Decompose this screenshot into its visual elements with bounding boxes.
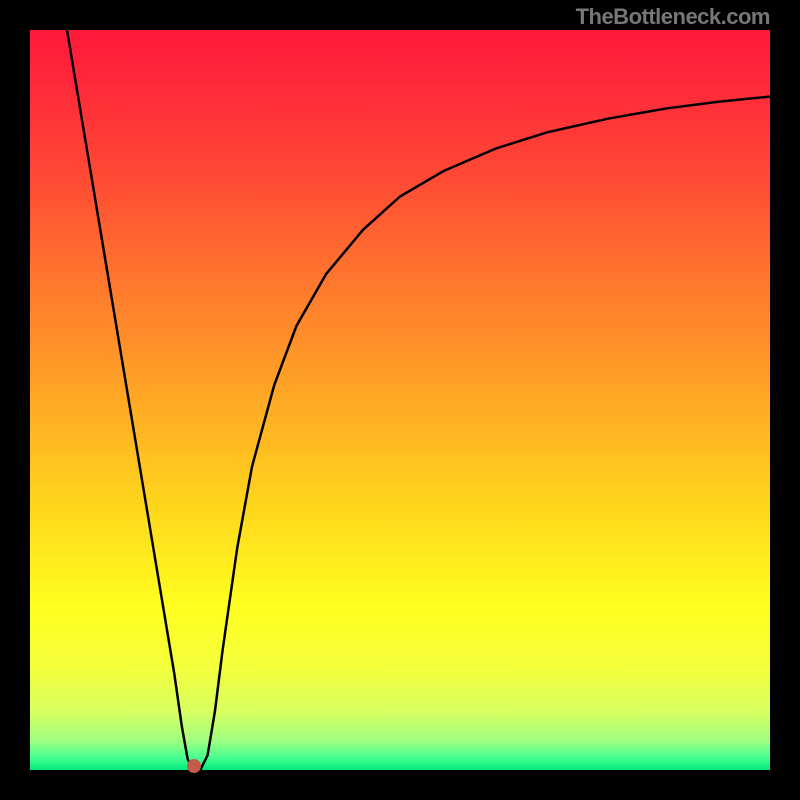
gradient-background (30, 30, 770, 770)
minimum-marker (187, 759, 201, 773)
watermark-text: TheBottleneck.com (576, 4, 770, 30)
plot-area (30, 30, 770, 770)
chart-container: TheBottleneck.com (0, 0, 800, 800)
